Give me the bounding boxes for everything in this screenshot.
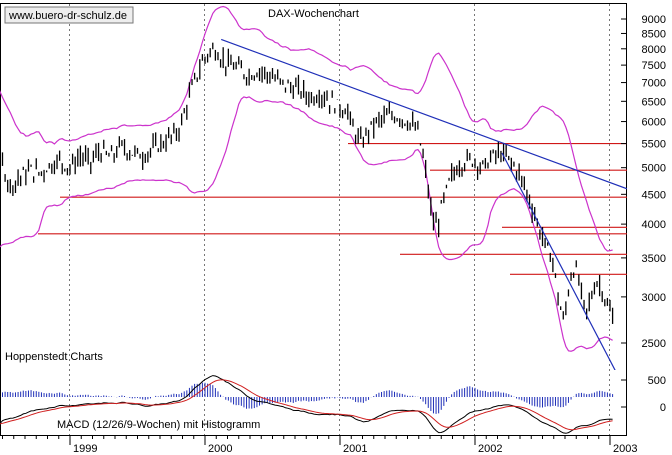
plot-frame: [0, 3, 627, 436]
ytick-label-6500: 6500: [642, 96, 666, 108]
credit-label: Hoppenstedt Charts: [5, 351, 103, 363]
macd-ytick-label-500: 500: [648, 375, 666, 387]
xtick-label-2002: 2002: [478, 443, 502, 455]
macd-line: [0, 375, 613, 434]
chart-title: DAX-Wochenchart: [268, 8, 359, 20]
price-y-axis: 9000 8500 8000 7500 7000 6500 6000 5500 5000 4500…: [621, 14, 666, 350]
ytick-label-3500: 3500: [642, 253, 666, 265]
ytick-label-5000: 5000: [642, 163, 666, 175]
year-gridlines: [69, 4, 610, 435]
bollinger-upper-band: [0, 5, 613, 252]
ytick-label-7000: 7000: [642, 78, 666, 90]
macd-y-axis: 500 0: [621, 375, 666, 414]
xtick-label-1999: 1999: [73, 443, 97, 455]
time-x-axis: 1999 2000 2001 2002 2003: [2, 435, 637, 455]
ytick-label-4000: 4000: [642, 219, 666, 231]
macd-ytick-label-0: 0: [660, 402, 666, 414]
short-term-trendline: [501, 152, 616, 370]
ytick-label-3000: 3000: [642, 292, 666, 304]
ytick-label-8000: 8000: [642, 44, 666, 56]
long-term-trendline: [220, 38, 627, 190]
xtick-label-2003: 2003: [613, 443, 637, 455]
bollinger-lower-band: [0, 96, 613, 352]
site-url: www.buero-dr-schulz.de: [8, 10, 127, 22]
ytick-label-8500: 8500: [642, 28, 666, 40]
ytick-label-4500: 4500: [642, 189, 666, 201]
price-bars: [0, 42, 614, 324]
xtick-label-2001: 2001: [343, 443, 367, 455]
ytick-label-5500: 5500: [642, 139, 666, 151]
ytick-label-2500: 2500: [642, 338, 666, 350]
support-resistance-lines: [38, 143, 627, 275]
xtick-label-2000: 2000: [208, 443, 232, 455]
macd-signal-line: [0, 379, 613, 431]
ytick-label-9000: 9000: [642, 14, 666, 26]
macd-title: MACD (12/26/9-Wochen) mit Histogramm: [57, 419, 260, 431]
ytick-label-6000: 6000: [642, 117, 666, 129]
site-label-box: [4, 6, 134, 24]
ytick-label-7500: 7500: [642, 60, 666, 72]
